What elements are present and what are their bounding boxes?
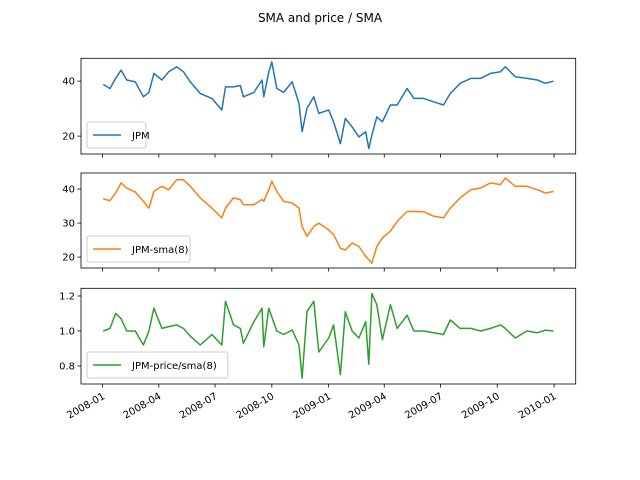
x-tick-label: 2008-07: [178, 391, 220, 421]
x-tick-label: 2009-07: [403, 391, 445, 421]
legend: JPM-sma(8): [86, 235, 191, 263]
legend: JPM: [86, 121, 150, 149]
y-tick-label: 0.8: [59, 361, 75, 372]
y-tick-label: 30: [62, 219, 75, 230]
subplot-2: 20 30 40 JPM-sma(8): [62, 172, 577, 272]
legend-label: JPM: [131, 131, 150, 142]
legend-label: JPM-price/sma(8): [131, 361, 217, 372]
x-tick-label: 2009-01: [291, 391, 333, 421]
x-tick-label: 2009-04: [347, 391, 389, 421]
axes-frame: [80, 57, 577, 155]
series-line-JPM-sma(8): [103, 177, 554, 264]
y-tick-label: 20: [62, 253, 75, 264]
legend-box: [86, 351, 229, 379]
x-tick-label: 2008-10: [235, 391, 277, 421]
series-line-JPM-price/sma(8): [102, 292, 554, 379]
x-tick-label: 2009-10: [460, 391, 502, 421]
legend: JPM-price/sma(8): [86, 351, 229, 379]
subplot-3: 0.8 1.0 1.2 2008-01 2008-04 2008-07 2008-10 200…: [59, 287, 577, 421]
figure-title: SMA and price / SMA: [258, 11, 383, 25]
y-tick-label: 1.0: [59, 326, 75, 337]
x-tick-label: 2010-01: [517, 391, 559, 421]
subplot-1: 20 40 JPM: [62, 57, 577, 158]
series-line-JPM: [102, 61, 554, 150]
y-tick-label: 40: [62, 185, 75, 196]
y-tick-label: 1.2: [59, 291, 75, 302]
y-tick-label: 40: [62, 77, 75, 88]
x-tick-label: 2008-04: [122, 391, 164, 421]
y-tick-label: 20: [62, 132, 75, 143]
legend-box: [86, 235, 191, 263]
x-tick-label: 2008-01: [65, 391, 107, 421]
legend-label: JPM-sma(8): [131, 245, 189, 256]
